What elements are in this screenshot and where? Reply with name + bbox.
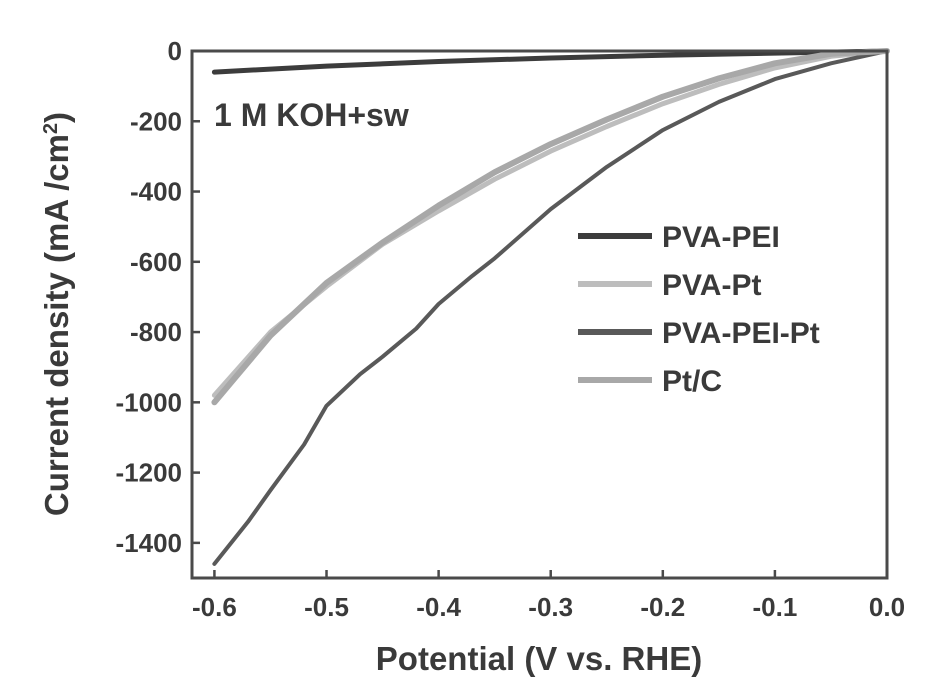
electrolyte-annotation: 1 M KOH+sw	[214, 97, 409, 133]
y-axis-title-main: Current density (mA /cm	[38, 134, 75, 516]
x-tick-label: -0.5	[304, 592, 349, 622]
x-tick-label: -0.6	[192, 592, 237, 622]
legend-label-pva-pei-pt: PVA-PEI-Pt	[662, 317, 820, 350]
legend: PVA-PEI PVA-Pt PVA-PEI-Pt Pt/C	[578, 221, 820, 398]
y-tick-label: 0	[168, 36, 182, 66]
x-axis-title: Potential (V vs. RHE)	[376, 640, 702, 677]
legend-label-pt-c: Pt/C	[662, 365, 722, 398]
y-tick-label: -1000	[116, 387, 183, 417]
y-tick-label: -800	[130, 317, 182, 347]
y-tick-label: -200	[130, 106, 182, 136]
y-tick-label: -1400	[116, 528, 183, 558]
y-tick-label: -1200	[116, 458, 183, 488]
series-line-pva-pei-pt	[212, 49, 889, 566]
plot-frame	[190, 49, 889, 580]
x-tick-labels: -0.6 -0.5 -0.4 -0.3 -0.2 -0.1 0.0	[192, 592, 905, 622]
y-axis-title-close: )	[38, 112, 75, 123]
y-tick-label: -600	[130, 247, 182, 277]
x-tick-label: -0.3	[528, 592, 573, 622]
y-tick-labels: 0 -200 -400 -600 -800 -1000 -1200 -1400	[116, 36, 183, 558]
y-tick-label: -400	[130, 177, 182, 207]
x-tick-label: -0.4	[416, 592, 461, 622]
x-tick-label: -0.1	[752, 592, 797, 622]
x-tick-label: -0.2	[640, 592, 685, 622]
y-axis-title-sup: 2	[40, 123, 62, 134]
legend-label-pva-pei: PVA-PEI	[662, 221, 780, 254]
legend-label-pva-pt: PVA-Pt	[662, 269, 761, 302]
x-tick-label: 0.0	[869, 592, 905, 622]
series-line-pt-c	[211, 48, 890, 406]
y-axis-title: Current density (mA /cm2)	[38, 112, 75, 516]
